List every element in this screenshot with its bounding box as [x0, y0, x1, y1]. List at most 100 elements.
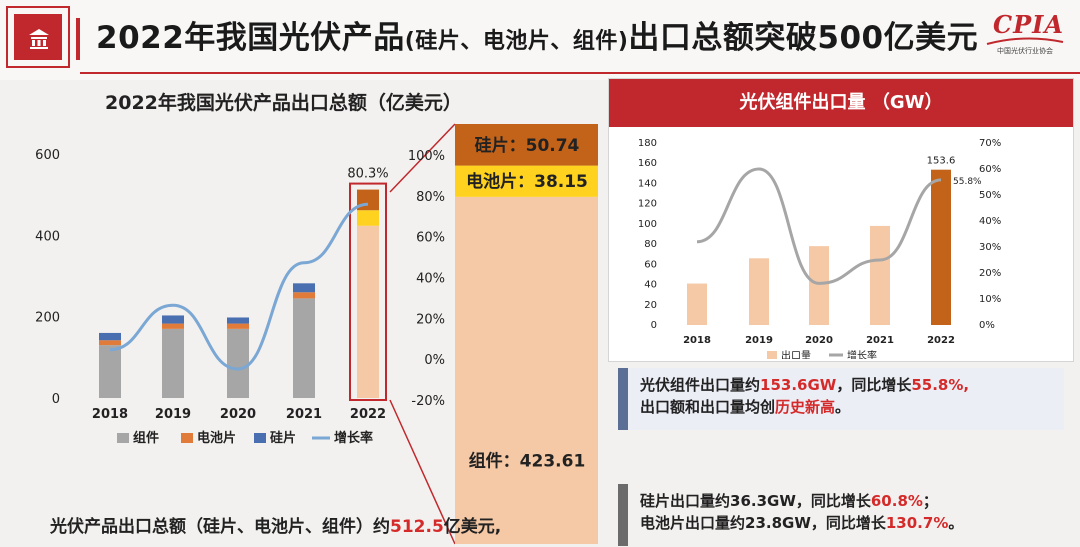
legend-label: 增长率 [847, 349, 877, 359]
growth-rate-line [696, 167, 942, 285]
x-tick-label: 2019 [745, 335, 773, 346]
bottom-summary: 光伏产品出口总额（硅片、电池片、组件）约512.5亿美元, [50, 512, 501, 537]
y-tick-label: 0 [52, 392, 60, 407]
legend-label: 增长率 [334, 430, 373, 446]
x-tick-label: 2022 [927, 335, 955, 346]
stack-segment-label: 组件：423.61 [469, 450, 586, 471]
y2-tick-label: 40% [979, 216, 1001, 227]
x-tick-label: 2018 [92, 407, 128, 422]
y-tick-label: 100 [638, 219, 657, 230]
bar-export-2021 [870, 225, 890, 325]
bar-电池片-2018 [99, 340, 121, 346]
bar-电池片-2019 [162, 323, 184, 329]
note1-h: 。 [835, 398, 851, 416]
y2-tick-label: 80% [416, 190, 445, 205]
title-tail: 出口总额突破500亿美元 [628, 20, 979, 56]
highlight-2022-box [349, 182, 387, 402]
bar-电池片-2022 [357, 210, 379, 226]
bar-硅片-2020 [227, 317, 249, 324]
cpia-logo: CPIA 中国光伏行业协会 [985, 8, 1065, 64]
note2-b: 60.8% [870, 492, 923, 510]
y2-tick-label: 0% [424, 353, 445, 368]
note2-d: 电池片出口量约23.8GW，同比增长 [640, 514, 886, 532]
building-icon [29, 29, 49, 49]
bar-组件-2021 [293, 298, 315, 398]
y2-tick-label: 60% [979, 164, 1001, 175]
zoom-wedge [390, 124, 455, 544]
bar-export-2020 [809, 246, 829, 325]
note1-c: ，同比增长 [836, 376, 912, 394]
bar-电池片-2021 [293, 292, 315, 299]
x-tick-label: 2020 [805, 335, 833, 346]
module-export-panel: 光伏组件出口量 （GW） 0 20 40 60 80 100 120 140 160 180 0% 1… [608, 78, 1074, 362]
y2-tick-label: 100% [408, 149, 445, 164]
legend-label: 组件 [133, 430, 159, 446]
y-tick-label: 180 [638, 138, 657, 149]
y-tick-label: 80 [644, 239, 657, 250]
note1-e: , [963, 376, 970, 394]
note2-c: ； [922, 492, 938, 510]
bar-硅片-2018 [99, 332, 121, 341]
note2-e: 130.7% [885, 514, 949, 532]
y2-tick-label: -20% [411, 394, 445, 409]
stack-segment-组件 [455, 196, 598, 544]
line-2022-data-label: 55.8% [953, 177, 982, 187]
bottom-a: 光伏产品出口总额（硅片、电池片、组件）约 [50, 517, 390, 537]
note1-g: 历史新高 [775, 398, 836, 416]
title-main: 2022年我国光伏产品 [96, 20, 405, 56]
stack-segment-硅片 [455, 124, 598, 166]
bar-组件-2022 [357, 225, 379, 398]
right-chart-title: 光伏组件出口量 （GW） [609, 79, 1073, 127]
stack-breakdown-panel: 组件：423.61 电池片：38.15 硅片：50.74 -20% 0% 20% 40% 60… [389, 123, 598, 545]
stack-segment-label: 电池片：38.15 [466, 171, 588, 192]
x-tick-label: 2021 [866, 335, 894, 346]
y-tick-label: 60 [644, 259, 657, 270]
y-tick-label: 40 [644, 280, 657, 291]
note1-f: 出口额和出口量均创 [640, 398, 776, 416]
stack-segment-电池片 [455, 165, 598, 197]
bar-export-2019 [749, 258, 769, 325]
left-export-chart: 0 200 400 600 2018 2019 2020 2021 2022 80.3% 组件 电池片… [35, 148, 388, 446]
legend-label: 电池片 [197, 430, 236, 446]
module-export-chart: 0 20 40 60 80 100 120 140 160 180 0% 10% 20% 30% 40% 50… [638, 138, 1001, 359]
y2-tick-label: 60% [416, 231, 445, 246]
note-box-module: 光伏组件出口量约153.6GW，同比增长55.8%, 出口额和出口量均创历史新高… [618, 368, 1064, 430]
x-tick-label: 2022 [350, 407, 386, 422]
bottom-b: 512.5 [390, 517, 444, 537]
note1-d: 55.8% [911, 376, 964, 394]
note-box-wafer-cell: 硅片出口量约36.3GW，同比增长60.8%； 电池片出口量约23.8GW，同比… [618, 484, 1064, 546]
growth-2022-label: 80.3% [347, 167, 388, 182]
y2-tick-label: 40% [416, 272, 445, 287]
bar-硅片-2021 [293, 283, 315, 293]
legend-swatch [767, 351, 777, 359]
legend-label: 硅片 [270, 430, 296, 446]
legend-swatch [181, 433, 193, 443]
note1-a: 光伏组件出口量约 [640, 376, 761, 394]
page-title: 2022年我国光伏产品(硅片、电池片、组件)出口总额突破500亿美元 [96, 12, 978, 57]
note-module-text: 光伏组件出口量约153.6GW，同比增长55.8%, 出口额和出口量均创历史新高… [640, 374, 969, 418]
x-tick-label: 2019 [155, 407, 191, 422]
y-tick-label: 160 [638, 158, 657, 169]
x-tick-label: 2018 [683, 335, 711, 346]
y-tick-label: 140 [638, 178, 657, 189]
y-tick-label: 600 [35, 148, 60, 163]
bar-export-2022 [931, 169, 951, 325]
note2-a: 硅片出口量约36.3GW，同比增长 [640, 492, 871, 510]
bar-组件-2020 [227, 328, 249, 398]
y-tick-label: 200 [35, 311, 60, 326]
stack-segment-label: 硅片：50.74 [475, 135, 580, 156]
title-rule [76, 18, 80, 60]
y-tick-label: 0 [651, 320, 657, 331]
swoosh-icon [986, 37, 1064, 45]
y-tick-label: 120 [638, 199, 657, 210]
y2-tick-label: 20% [979, 268, 1001, 279]
y2-tick-label: 20% [416, 312, 445, 327]
bar-硅片-2019 [162, 315, 184, 324]
building-logo-box [8, 8, 68, 66]
y2-tick-label: 10% [979, 294, 1001, 305]
note2-f: 。 [948, 514, 964, 532]
bar-组件-2018 [99, 345, 121, 398]
note-accent-bar [618, 368, 628, 430]
y2-tick-label: 50% [979, 190, 1001, 201]
y2-tick-label: 70% [979, 138, 1001, 149]
